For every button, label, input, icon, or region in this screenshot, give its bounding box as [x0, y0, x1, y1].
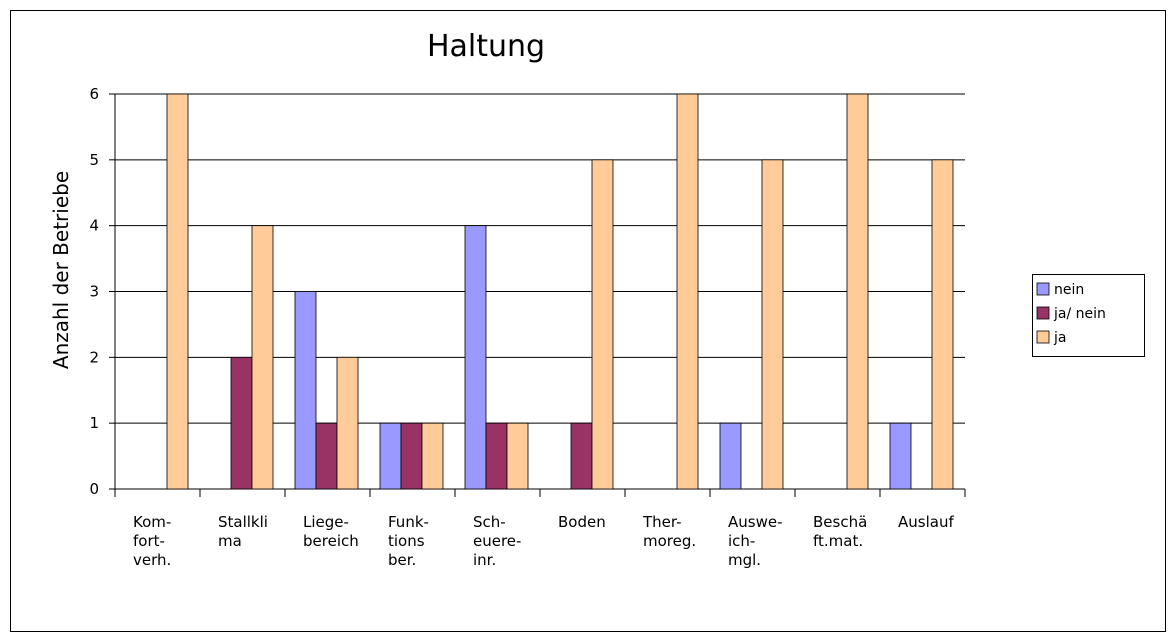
x-tick-label: Auslauf	[898, 513, 954, 531]
x-tick-label: Ther-moreg.	[642, 513, 696, 550]
y-axis-label: Anzahl der Betriebe	[49, 171, 73, 369]
bar	[846, 93, 869, 490]
bar	[230, 356, 253, 490]
y-tick-label: 4	[89, 217, 99, 235]
bar	[506, 422, 529, 490]
bar	[315, 422, 338, 490]
legend-swatch	[1036, 306, 1050, 320]
bar	[931, 159, 954, 490]
legend-label: ja/ nein	[1053, 306, 1106, 322]
bar	[719, 422, 742, 490]
y-tick-label: 6	[89, 85, 99, 103]
bar	[570, 422, 593, 490]
x-tick-label: Boden	[558, 513, 606, 531]
bar	[400, 422, 423, 490]
y-tick-label: 1	[89, 414, 99, 432]
y-tick-label: 3	[89, 283, 99, 301]
y-tick-label: 0	[89, 480, 99, 498]
bar	[251, 225, 274, 490]
bar	[379, 422, 402, 490]
bar	[336, 356, 359, 490]
y-tick-label: 2	[89, 348, 99, 366]
x-tick-label: Stallkli ma	[218, 513, 268, 550]
bar	[294, 291, 317, 490]
x-tick-label: Funk-tions ber.	[388, 513, 429, 569]
x-tick-label: Liege-bereich	[303, 513, 359, 550]
legend-label: ja	[1053, 330, 1066, 346]
chart-border	[10, 10, 1166, 632]
bar	[421, 422, 444, 490]
bar	[464, 225, 487, 490]
x-tick-label: Kom-fort-verh.	[133, 513, 171, 569]
legend-label: nein	[1054, 282, 1084, 298]
bar	[485, 422, 508, 490]
legend-swatch	[1036, 330, 1050, 344]
x-tick-label: Sch-euere-inr.	[473, 513, 521, 569]
bar	[761, 159, 784, 490]
bar	[889, 422, 912, 490]
bar	[166, 93, 189, 490]
x-tick-label: Beschä ft.mat.	[813, 513, 867, 550]
x-tick-label: Auswe-ich-mgl.	[728, 513, 783, 569]
legend-box	[1032, 274, 1145, 357]
legend-swatch	[1036, 282, 1050, 296]
chart-title: Haltung	[427, 29, 545, 64]
bar	[591, 159, 614, 490]
bar	[676, 93, 699, 490]
y-tick-label: 5	[89, 151, 99, 169]
